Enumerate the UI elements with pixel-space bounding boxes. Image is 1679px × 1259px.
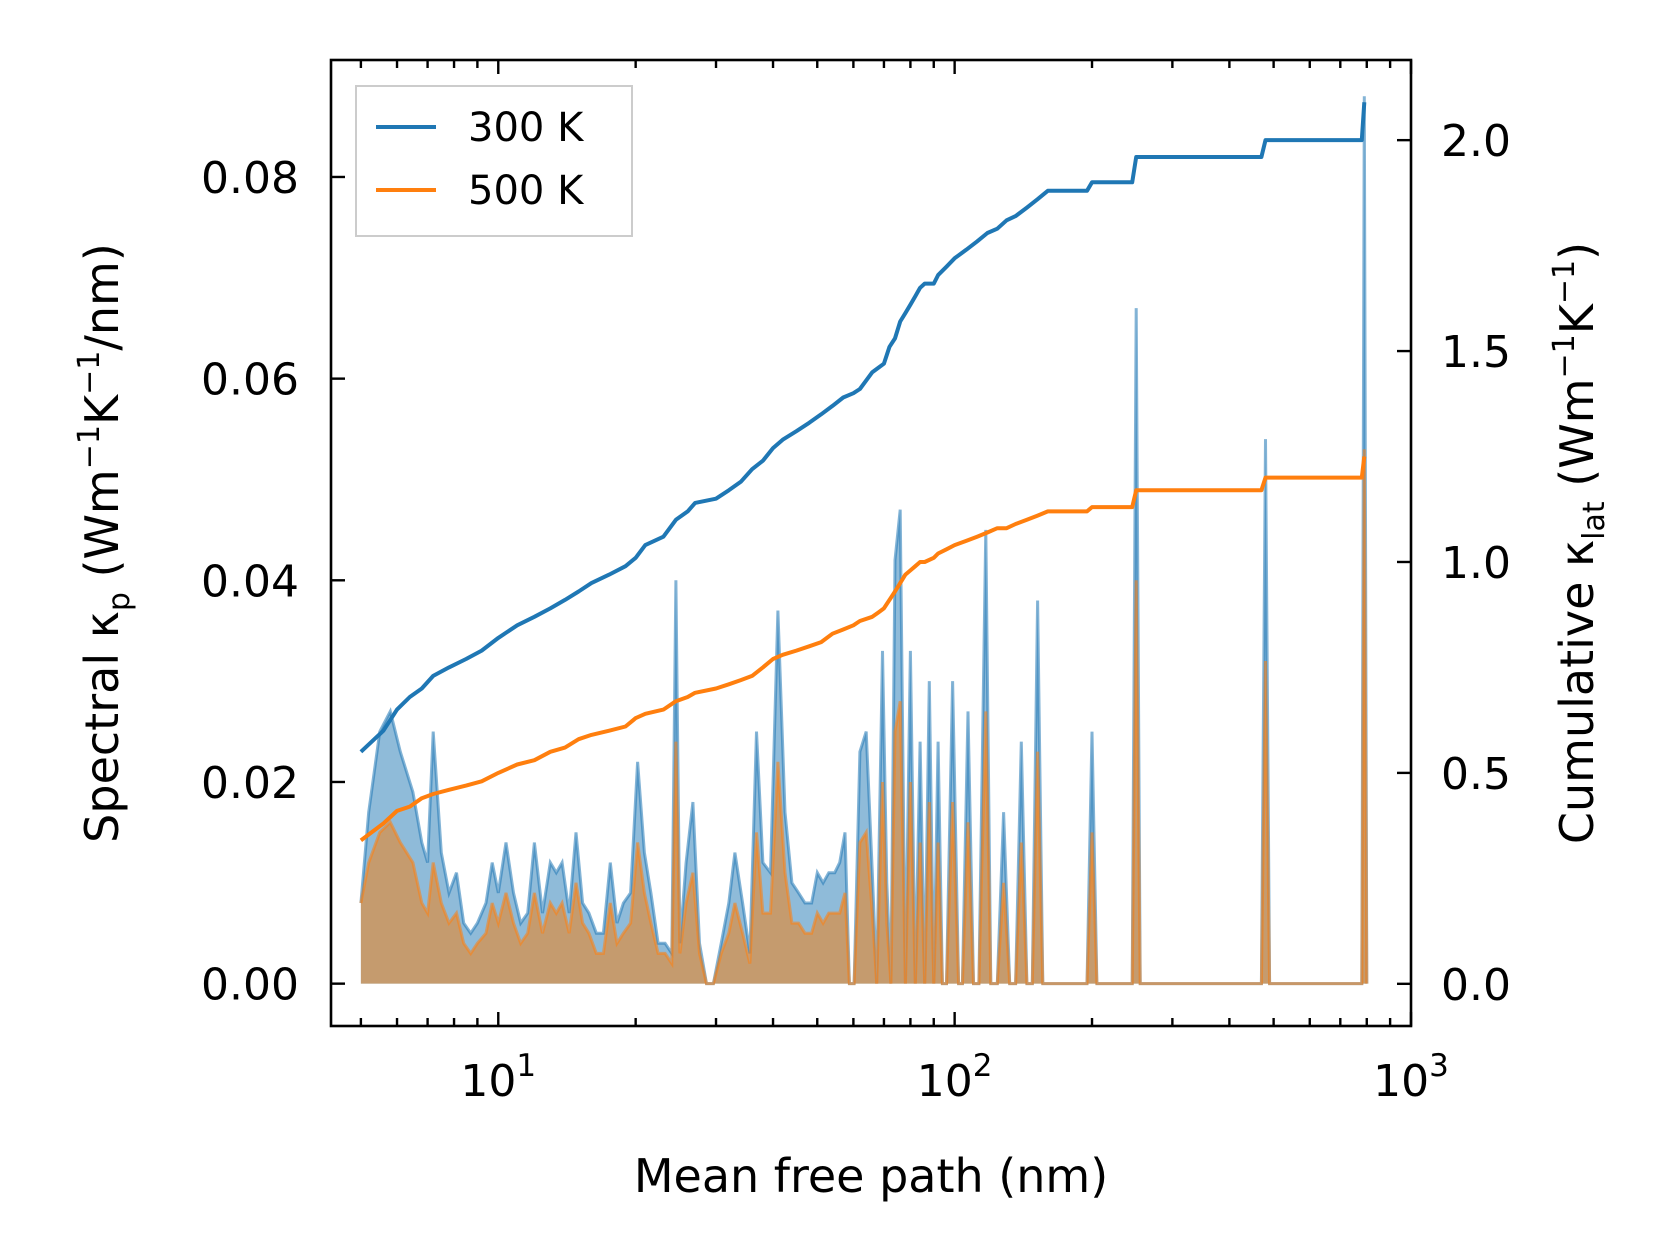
- cumulative-line-500k: [359, 456, 1367, 842]
- tick-labels: 101 102 103 0.00 0.02 0.04 0.06 0.08 0.0 0.5 1.0 1.…: [201, 116, 1511, 1107]
- plot-frame: [329, 58, 1413, 1028]
- x-tick-label: 102: [917, 1048, 993, 1107]
- cumulative-line-300k: [359, 102, 1367, 754]
- y-right-tick-label: 0.0: [1441, 960, 1511, 1011]
- y-axis-right-title: Cumulative κlat (Wm−1K−1): [1547, 242, 1612, 844]
- y-right-tick-label: 1.0: [1441, 538, 1511, 589]
- y-left-tick-label: 0.02: [201, 758, 299, 809]
- x-tick-label: 101: [460, 1048, 536, 1107]
- legend-label-300k: 300 K: [468, 105, 585, 151]
- y-left-tick-label: 0.04: [201, 556, 299, 607]
- y-axis-left-title: Spectral κp (Wm−1K−1/nm): [72, 243, 137, 843]
- x-tick-label: 103: [1373, 1048, 1449, 1107]
- y-left-tick-label: 0.00: [201, 960, 299, 1011]
- legend: 300 K 500 K: [355, 85, 633, 237]
- y-left-tick-label: 0.06: [201, 355, 299, 406]
- legend-box: [355, 85, 633, 237]
- legend-label-500k: 500 K: [468, 168, 585, 214]
- y-right-tick-label: 0.5: [1441, 749, 1511, 800]
- y-right-tick-label: 2.0: [1441, 116, 1511, 167]
- plot-area: [359, 96, 1369, 986]
- axes-ticks: [331, 60, 1413, 1026]
- x-axis-title: Mean free path (nm): [634, 1149, 1108, 1203]
- y-left-tick-label: 0.08: [201, 153, 299, 204]
- spectral-line-500k: [359, 449, 1369, 986]
- y-right-tick-label: 1.5: [1441, 327, 1511, 378]
- spectral-area-500k: [360, 449, 1367, 984]
